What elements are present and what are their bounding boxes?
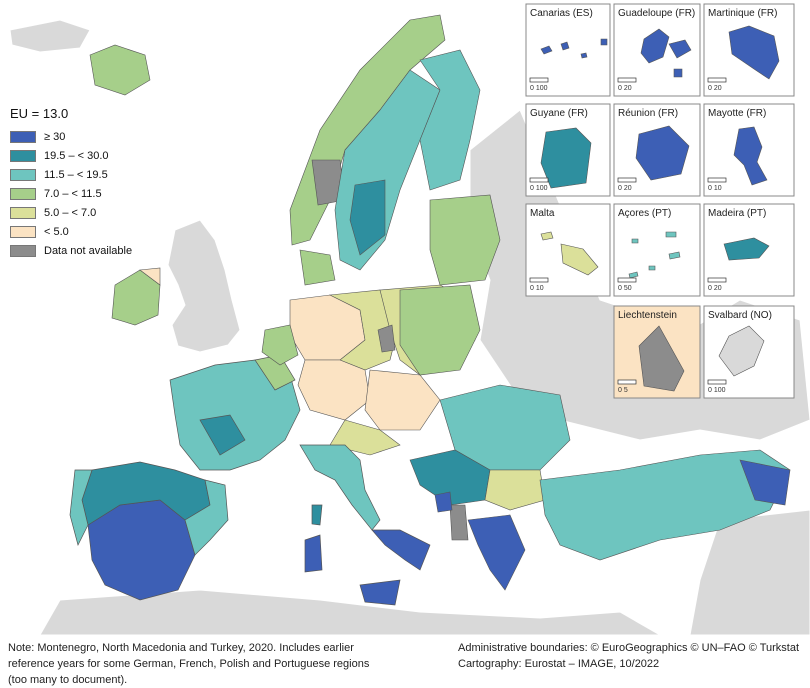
inset-title: Mayotte (FR) (708, 108, 766, 119)
scale-bar (617, 379, 637, 385)
inset-region-shape (540, 231, 599, 276)
legend-swatch (10, 149, 36, 162)
inset-2: Martinique (FR) 0 20 (703, 3, 795, 97)
inset-region-shape (540, 127, 592, 189)
legend-swatch (10, 130, 36, 143)
inset-3: Guyane (FR) 0 100 (525, 103, 611, 197)
italy (299, 444, 431, 606)
scandinavia (289, 14, 481, 286)
cartography-credit: Cartography: Eurostat – IMAGE, 10/2022 (458, 658, 660, 670)
north-africa-land (39, 589, 662, 635)
legend-label: 11.5 – < 19.5 (44, 168, 108, 181)
inset-region-shape (723, 237, 770, 261)
legend-label: 19.5 – < 30.0 (44, 149, 109, 162)
scale-label: 0 100 (708, 387, 726, 394)
scale-label: 0 10 (530, 285, 544, 292)
inset-region-shape (640, 28, 692, 78)
inset-title: Svalbard (NO) (708, 310, 772, 321)
legend-label: 5.0 – < 7.0 (44, 206, 97, 219)
legend-item: 7.0 – < 11.5 (10, 184, 132, 203)
inset-title: Madeira (PT) (708, 208, 766, 219)
inset-9: Liechtenstein 0 5 (613, 305, 701, 399)
legend-item: ≥ 30 (10, 127, 132, 146)
inset-title: Réunion (FR) (618, 108, 678, 119)
inset-region-shape (718, 325, 765, 377)
scale-label: 0 20 (618, 85, 632, 92)
inset-region-shape (635, 125, 690, 181)
inset-region-shape (628, 231, 681, 279)
inset-region-shape (540, 38, 608, 59)
scale-bar (529, 177, 549, 183)
legend-label: Data not available (44, 244, 133, 257)
inset-title: Liechtenstein (618, 310, 677, 321)
scale-label: 0 100 (530, 185, 548, 192)
inset-title: Guyane (FR) (530, 108, 588, 119)
scale-bar (529, 277, 549, 283)
scale-bar (707, 379, 727, 385)
credits: Administrative boundaries: © EuroGeograp… (458, 640, 808, 672)
inset-title: Guadeloupe (FR) (618, 8, 695, 19)
scale-bar (707, 77, 727, 83)
scale-label: 0 20 (708, 285, 722, 292)
scale-label: 0 20 (708, 85, 722, 92)
scale-bar (617, 277, 637, 283)
inset-title: Açores (PT) (618, 208, 671, 219)
inset-10: Svalbard (NO) 0 100 (703, 305, 795, 399)
uk-landmass (167, 219, 241, 353)
inset-0: Canarias (ES) 0 100 (525, 3, 611, 97)
scale-label: 0 5 (618, 387, 628, 394)
legend-item: 5.0 – < 7.0 (10, 203, 132, 222)
legend-item: 19.5 – < 30.0 (10, 146, 132, 165)
legend-label: 7.0 – < 11.5 (44, 187, 102, 200)
middle-east-land (689, 509, 810, 635)
legend-label: < 5.0 (44, 225, 69, 238)
legend-label: ≥ 30 (44, 130, 66, 143)
ireland (111, 267, 161, 326)
inset-6: Malta 0 10 (525, 203, 611, 297)
legend-item: < 5.0 (10, 222, 132, 241)
scale-label: 0 20 (618, 185, 632, 192)
footnote: Note: Montenegro, North Macedonia and Tu… (8, 642, 370, 686)
map-legend: EU = 13.0 ≥ 30 19.5 – < 30.0 11.5 – < 19… (10, 106, 132, 260)
scale-label: 0 50 (618, 285, 632, 292)
iberia (69, 461, 229, 601)
legend-swatch (10, 244, 36, 257)
france (169, 354, 301, 471)
inset-5: Mayotte (FR) 0 10 (703, 103, 795, 197)
south-east-europe (409, 384, 791, 591)
inset-title: Canarias (ES) (530, 8, 593, 19)
scale-bar (617, 177, 637, 183)
scale-label: 0 10 (708, 185, 722, 192)
boundaries-credit: Administrative boundaries: © EuroGeograp… (458, 642, 800, 654)
legend-swatch (10, 206, 36, 219)
scale-label: 0 100 (530, 85, 548, 92)
legend-swatch (10, 225, 36, 238)
legend-classes: ≥ 30 19.5 – < 30.0 11.5 – < 19.5 7.0 – <… (10, 127, 132, 260)
inset-region-shape (638, 325, 685, 392)
inset-region-shape (733, 126, 768, 186)
north-east-europe (399, 194, 501, 376)
scale-bar (707, 277, 727, 283)
legend-swatch (10, 168, 36, 181)
scale-bar (707, 177, 727, 183)
scale-bar (529, 77, 549, 83)
iceland-landmass (9, 19, 91, 53)
inset-7: Açores (PT) 0 50 (613, 203, 701, 297)
legend-title: EU = 13.0 (10, 106, 69, 121)
legend-swatch (10, 187, 36, 200)
scale-bar (617, 77, 637, 83)
legend-item: 11.5 – < 19.5 (10, 165, 132, 184)
iceland-region (89, 44, 151, 96)
legend-item: Data not available (10, 241, 132, 260)
inset-title: Martinique (FR) (708, 8, 777, 19)
inset-1: Guadeloupe (FR) 0 20 (613, 3, 701, 97)
inset-4: Réunion (FR) 0 20 (613, 103, 701, 197)
inset-region-shape (728, 25, 780, 80)
inset-8: Madeira (PT) 0 20 (703, 203, 795, 297)
inset-title: Malta (530, 208, 555, 219)
